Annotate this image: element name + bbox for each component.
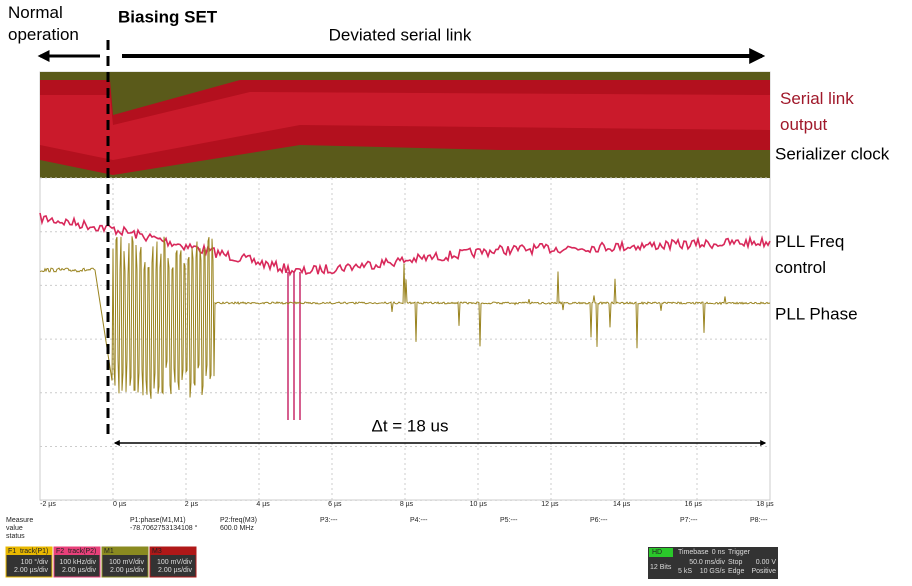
annotation: PLL Phase xyxy=(775,304,858,323)
annotation: Deviated serial link xyxy=(329,25,472,44)
trace-setting: 100 mV/div xyxy=(157,559,193,566)
timebase: 0 ns xyxy=(712,549,726,556)
hd-bits: 12 Bits xyxy=(650,564,672,571)
annotation: Biasing SET xyxy=(118,7,218,26)
trace-label: track(P1) xyxy=(20,548,48,555)
x-tick-label: 4 µs xyxy=(256,501,270,508)
measure-header: value xyxy=(6,525,23,532)
trace-setting: 2.00 µs/div xyxy=(110,567,144,574)
trigger: Stop xyxy=(728,559,743,566)
trace-setting: 100 mV/div xyxy=(109,559,145,566)
annotation: Serializer clock xyxy=(775,144,890,163)
timebase: 5 kS xyxy=(678,568,692,575)
trace-name: F2 xyxy=(56,548,64,555)
trigger: 0.00 V xyxy=(756,559,777,566)
x-tick-label: 8 µs xyxy=(400,501,414,508)
measure-cell: P1:phase(M1,M1) xyxy=(130,517,186,524)
x-tick-label: -2 µs xyxy=(40,501,56,508)
annotation: PLL Freq control xyxy=(775,232,844,277)
trace xyxy=(39,236,771,399)
trigger: Trigger xyxy=(728,549,751,556)
annotation: Δt = 18 us xyxy=(371,416,448,435)
trigger: Positive xyxy=(751,568,776,575)
x-tick-label: 10 µs xyxy=(470,501,488,508)
trace-setting: 100 °/div xyxy=(21,558,49,566)
trace-name: M3 xyxy=(152,548,162,555)
x-tick-label: 0 µs xyxy=(113,501,127,508)
timebase: 50.0 ms/div xyxy=(689,559,725,566)
measure-cell: 600.0 MHz xyxy=(220,525,254,532)
hd: HD xyxy=(652,549,662,556)
trace-setting: 100 kHz/div xyxy=(59,559,96,566)
measure-cell: P5:--- xyxy=(500,517,518,524)
x-tick-label: 16 µs xyxy=(685,501,703,508)
x-tick-label: 18 µs xyxy=(756,501,774,508)
measure-header: Measure xyxy=(6,517,33,524)
measure-header: status xyxy=(6,533,25,540)
x-tick-label: 14 µs xyxy=(613,501,631,508)
serial-band-core xyxy=(40,92,770,160)
trace-head xyxy=(150,547,196,555)
trace xyxy=(39,212,771,277)
measure-cell: P3:--- xyxy=(320,517,338,524)
x-tick-label: 12 µs xyxy=(541,501,559,508)
trace-setting: 2.00 µs/div xyxy=(158,567,192,574)
measure-cell: P7:--- xyxy=(680,517,698,524)
trace-name: M1 xyxy=(104,548,114,555)
annotation: Normal operation xyxy=(8,3,79,44)
x-tick-label: 6 µs xyxy=(328,501,342,508)
trace-setting: 2.00 µs/div xyxy=(62,567,96,574)
measure-cell: P8:--- xyxy=(750,517,768,524)
trace-head xyxy=(6,547,52,555)
measure-cell: -78.7062753134108 ° xyxy=(130,524,198,532)
annotation: Serial link output xyxy=(780,89,854,134)
trace-label: track(P2) xyxy=(68,548,96,555)
hd-badge xyxy=(649,548,673,557)
trace-setting: 2.00 µs/div xyxy=(14,567,48,574)
measure-cell: P2:freq(M3) xyxy=(220,517,257,524)
timebase: 10 GS/s xyxy=(700,568,726,575)
trace-head xyxy=(102,547,148,555)
timebase: Timebase xyxy=(678,549,709,556)
measure-cell: P4:--- xyxy=(410,517,428,524)
measure-cell: P6:--- xyxy=(590,517,608,524)
trigger: Edge xyxy=(728,568,744,575)
trace-name: F1 xyxy=(8,548,16,555)
x-tick-label: 2 µs xyxy=(185,501,199,508)
trace-head xyxy=(54,547,100,555)
